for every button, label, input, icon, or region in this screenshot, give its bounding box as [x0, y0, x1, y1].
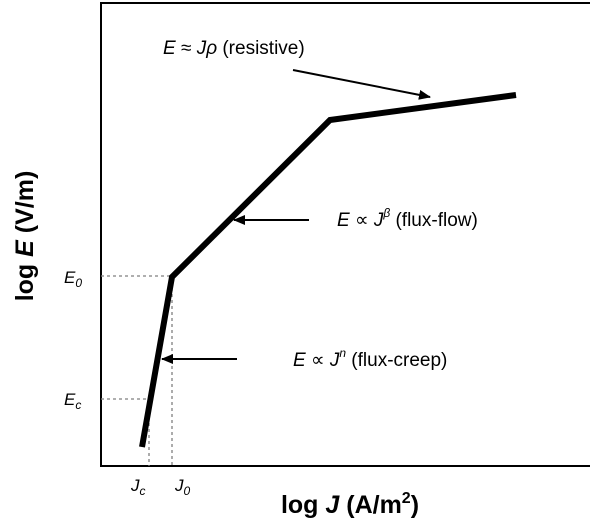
- flux-creep-desc: (flux-creep): [346, 350, 447, 371]
- x-axis-close: ): [411, 491, 419, 519]
- flux-flow-desc: (flux-flow): [390, 210, 478, 231]
- jc-sub: c: [140, 484, 146, 498]
- flux-creep-lhs: E: [293, 350, 306, 371]
- resistive-rhs: Jρ: [196, 38, 218, 59]
- e0-tick-label: E0: [64, 268, 82, 290]
- resistive-lhs: E: [163, 38, 176, 59]
- flux-creep-label: E ∝ Jn (flux-creep): [293, 346, 447, 371]
- y-axis-unit: (V/m): [11, 171, 39, 240]
- resistive-desc: (resistive): [217, 38, 305, 59]
- resistive-arrow: [292, 69, 431, 100]
- ej-curve: [139, 92, 517, 448]
- y-axis-prefix: log: [11, 257, 39, 301]
- j0-tick-label: J0: [174, 476, 191, 498]
- j0-sub: 0: [184, 484, 191, 498]
- resistive-op: ≈: [176, 38, 197, 59]
- ec-tick-label: Ec: [64, 390, 81, 412]
- x-axis-prefix: log: [281, 491, 325, 519]
- jc-main: J: [130, 476, 140, 495]
- j0-main: J: [174, 476, 184, 495]
- e0-main: E: [64, 268, 76, 287]
- ec-sub: c: [75, 398, 81, 412]
- flux-creep-exp: n: [339, 346, 346, 360]
- resistive-label: E ≈ Jρ (resistive): [163, 38, 305, 59]
- flux-creep-op: ∝: [306, 350, 330, 371]
- x-axis-var: J: [325, 491, 340, 519]
- x-axis-exp: 2: [402, 490, 411, 507]
- ec-main: E: [64, 390, 76, 409]
- flux-flow-op: ∝: [350, 210, 374, 231]
- flux-creep-base: J: [329, 350, 340, 371]
- x-axis-label: log J (A/m2): [281, 490, 419, 519]
- x-axis-unit: (A/m: [339, 491, 402, 519]
- flux-flow-lhs: E: [337, 210, 350, 231]
- guide-lines: [101, 275, 173, 466]
- flux-flow-label: E ∝ Jβ (flux-flow): [337, 206, 478, 231]
- e0-sub: 0: [75, 276, 82, 290]
- jc-tick-label: Jc: [130, 476, 146, 498]
- y-axis-var: E: [11, 239, 39, 257]
- flux-flow-exp: β: [382, 206, 390, 220]
- flux-flow-base: J: [373, 210, 384, 231]
- plot-frame: [100, 2, 590, 467]
- y-axis-label: log E (V/m): [11, 171, 39, 302]
